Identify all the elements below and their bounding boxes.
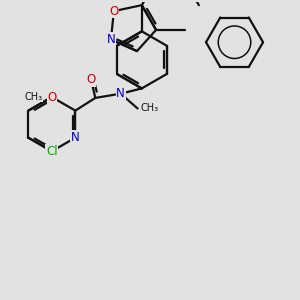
Text: O: O: [86, 74, 96, 86]
Text: O: O: [109, 4, 119, 18]
Text: CH₃: CH₃: [141, 103, 159, 113]
Text: O: O: [47, 91, 56, 103]
Text: Cl: Cl: [46, 145, 58, 158]
Text: N: N: [116, 87, 125, 100]
Text: N: N: [106, 33, 115, 46]
Text: CH₃: CH₃: [24, 92, 42, 102]
Text: N: N: [71, 131, 80, 144]
